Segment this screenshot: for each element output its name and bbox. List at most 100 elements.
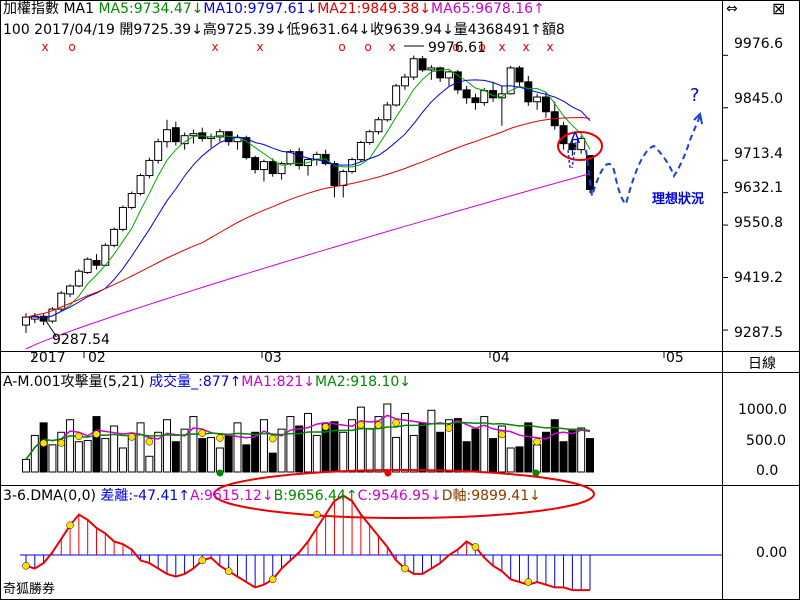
signal-marker: x bbox=[388, 40, 395, 54]
dma-signal-dot bbox=[524, 578, 533, 586]
volume-signal-dot bbox=[533, 437, 541, 446]
volume-signal-dot bbox=[92, 430, 101, 438]
volume-bar bbox=[154, 431, 163, 473]
volume-green-dot bbox=[532, 469, 540, 477]
dma-signal-dot bbox=[313, 510, 321, 519]
date-axis-label: 2017 bbox=[30, 350, 66, 366]
volume-bar bbox=[101, 438, 110, 473]
dma-indicator: 差離:-47.41↑ bbox=[100, 488, 190, 504]
candle-body bbox=[242, 137, 251, 159]
volume-bar bbox=[277, 428, 286, 473]
candle-body bbox=[348, 159, 357, 173]
volume-bar bbox=[39, 422, 48, 473]
header-indicator: MA65:9678.16↑ bbox=[431, 1, 545, 17]
period-label[interactable]: 日線 bbox=[748, 356, 776, 372]
volume-bar bbox=[215, 447, 224, 473]
volume-signal-dot bbox=[321, 423, 330, 431]
candle-body bbox=[409, 58, 418, 78]
high-price-label: 9976.61 bbox=[428, 40, 486, 56]
volume-bar bbox=[136, 422, 145, 473]
volume-bar bbox=[74, 441, 83, 473]
candle-body bbox=[118, 206, 127, 230]
volume-bar bbox=[515, 446, 524, 473]
watermark-label: 奇狐勝券 bbox=[3, 582, 56, 597]
volume-bar bbox=[471, 428, 480, 473]
volume-bar bbox=[92, 416, 101, 473]
signal-marker: x bbox=[256, 40, 263, 54]
signal-marker: x bbox=[41, 40, 48, 54]
close-icon[interactable]: ⊠ bbox=[772, 0, 786, 18]
volume-signal-dot bbox=[392, 419, 400, 427]
volume-bar bbox=[497, 425, 506, 473]
dma-highlight-ellipse bbox=[213, 469, 595, 519]
volume-signal-dot bbox=[198, 429, 206, 437]
candle-body bbox=[154, 141, 163, 161]
volume-bar bbox=[453, 418, 462, 473]
dma-indicator: D軸:9899.41↓ bbox=[441, 488, 541, 504]
date-axis-label: 02 bbox=[88, 350, 106, 366]
candle-body bbox=[92, 259, 101, 266]
ma65-line bbox=[25, 173, 591, 350]
candle-body bbox=[136, 175, 145, 194]
candle-body bbox=[427, 67, 436, 71]
point-a-label: A bbox=[570, 129, 581, 147]
volume-bar bbox=[198, 438, 207, 473]
dma-line bbox=[25, 494, 590, 592]
volume-bar bbox=[127, 434, 136, 473]
volume-indicator: MA1:821↓ bbox=[241, 374, 316, 390]
volume-bar bbox=[550, 419, 559, 473]
low-price-label: 9287.54 bbox=[52, 332, 110, 348]
candle-body bbox=[189, 133, 198, 137]
header-indicator: MA10:9797.61↓ bbox=[203, 1, 318, 17]
volume-signal-dot bbox=[216, 434, 224, 442]
volume-bar bbox=[224, 434, 233, 473]
volume-bar bbox=[409, 434, 418, 473]
candle-body bbox=[22, 316, 30, 326]
volume-signal-dot bbox=[357, 420, 365, 429]
price-axis-label: 9419.2 bbox=[734, 270, 783, 286]
candle-body bbox=[145, 159, 154, 177]
volume-bar bbox=[251, 431, 260, 473]
volume-bar bbox=[145, 455, 154, 473]
candle-body bbox=[568, 143, 577, 151]
candle-body bbox=[295, 151, 304, 167]
volume-signal-dot bbox=[75, 432, 83, 441]
candle-body bbox=[330, 163, 339, 187]
dma-signal-dot bbox=[198, 556, 206, 565]
price-axis-label: 9845.0 bbox=[734, 91, 783, 107]
volume-bar bbox=[118, 447, 127, 473]
candle-body bbox=[453, 71, 462, 91]
volume-bar bbox=[356, 406, 365, 473]
candle-body bbox=[541, 96, 550, 113]
volume-bar bbox=[374, 416, 383, 473]
candle-body bbox=[374, 119, 383, 133]
candle-body bbox=[57, 292, 66, 310]
volume-red-dot bbox=[384, 469, 392, 477]
volume-bar bbox=[427, 409, 436, 473]
volume-bar bbox=[295, 425, 304, 473]
candle-body bbox=[506, 67, 515, 95]
candle-body bbox=[251, 157, 260, 171]
volume-bar bbox=[541, 431, 550, 473]
scroll-arrows-icon[interactable]: ⇔ bbox=[726, 1, 738, 17]
candle-body bbox=[356, 141, 365, 161]
candle-body bbox=[268, 161, 277, 175]
signal-marker: o bbox=[68, 40, 75, 54]
date-axis-label: 05 bbox=[666, 350, 684, 366]
volume-ma1-line bbox=[25, 414, 591, 460]
candle-body bbox=[365, 131, 374, 143]
candle-body bbox=[171, 127, 180, 143]
volume-signal-dot bbox=[374, 421, 383, 429]
volume-bar bbox=[577, 427, 586, 473]
dma-signal-dot bbox=[269, 575, 277, 584]
candle-body bbox=[83, 258, 92, 273]
volume-bar bbox=[418, 422, 427, 473]
volume-bar bbox=[110, 425, 119, 473]
volume-bar bbox=[207, 436, 216, 473]
point-a-guide bbox=[567, 141, 577, 169]
volume-indicator: 成交量_:877↑ bbox=[149, 374, 242, 390]
candle-body bbox=[577, 137, 586, 151]
volume-signal-dot bbox=[145, 437, 154, 446]
volume-bar bbox=[436, 431, 445, 473]
